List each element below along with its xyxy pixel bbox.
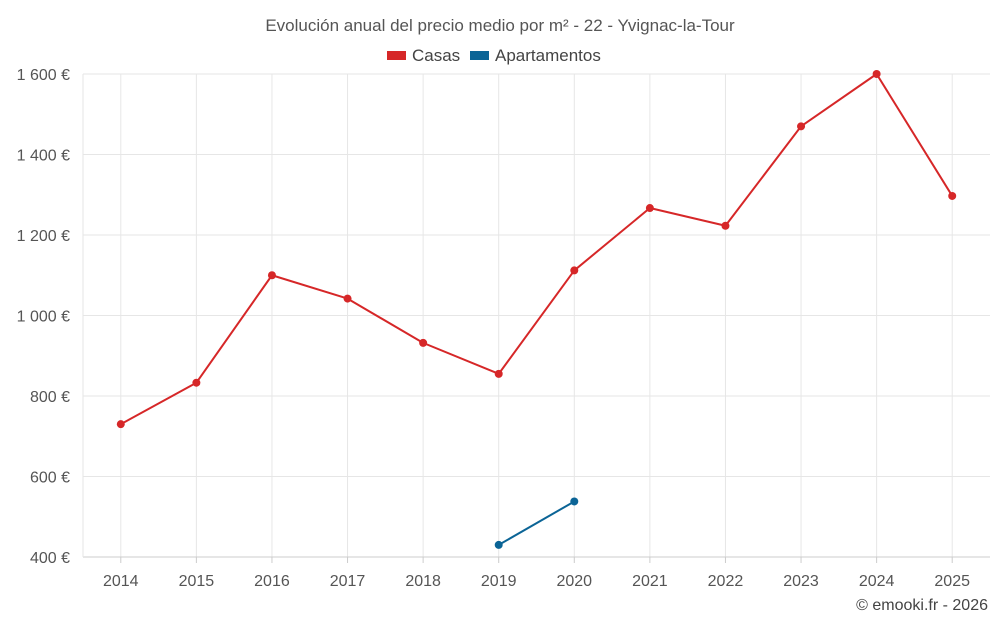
y-tick-label: 800 € bbox=[30, 389, 70, 406]
legend: Casas Apartamentos bbox=[387, 46, 601, 65]
axes: 400 € 600 € 800 € 1 000 € 1 200 € 1 400 € 1 60… bbox=[17, 67, 990, 590]
data-point-casas bbox=[570, 266, 579, 275]
data-point-casas bbox=[721, 221, 730, 230]
x-tick-label: 2021 bbox=[632, 573, 668, 590]
x-tick-label: 2020 bbox=[556, 573, 592, 590]
x-tick-label: 2024 bbox=[859, 573, 895, 590]
legend-label-apartamentos: Apartamentos bbox=[495, 46, 601, 65]
legend-swatch-apartamentos bbox=[470, 51, 489, 60]
credit-text: © emooki.fr - 2026 bbox=[856, 597, 988, 614]
x-tick-label: 2022 bbox=[708, 573, 744, 590]
y-tick-label: 1 200 € bbox=[17, 228, 70, 245]
legend-item-casas: Casas bbox=[387, 46, 460, 65]
chart-title: Evolución anual del precio medio por m² … bbox=[265, 16, 735, 35]
x-tick-label: 2016 bbox=[254, 573, 290, 590]
x-tick-label: 2015 bbox=[179, 573, 215, 590]
series-line-casas bbox=[120, 73, 954, 426]
y-tick-label: 1 600 € bbox=[17, 67, 70, 84]
data-point-apartamentos bbox=[494, 540, 503, 549]
x-tick-label: 2023 bbox=[783, 573, 819, 590]
legend-swatch-casas bbox=[387, 51, 406, 60]
x-tick-label: 2025 bbox=[934, 573, 970, 590]
series-line-apartamentos bbox=[498, 500, 575, 546]
grid bbox=[83, 73, 990, 557]
y-tick-label: 600 € bbox=[30, 470, 70, 487]
y-tick-label: 1 400 € bbox=[17, 148, 70, 165]
data-point-casas bbox=[948, 191, 957, 200]
y-tick-label: 1 000 € bbox=[17, 309, 70, 326]
x-tick-label: 2017 bbox=[330, 573, 366, 590]
data-point-casas bbox=[797, 122, 806, 131]
data-point-casas bbox=[267, 271, 276, 280]
x-tick-label: 2019 bbox=[481, 573, 517, 590]
data-point-casas bbox=[872, 70, 881, 78]
y-tick-label: 400 € bbox=[30, 550, 70, 567]
legend-item-apartamentos: Apartamentos bbox=[470, 46, 601, 65]
series-layer bbox=[116, 70, 957, 549]
data-point-apartamentos bbox=[570, 497, 579, 506]
data-point-casas bbox=[419, 338, 428, 347]
data-point-casas bbox=[116, 420, 125, 429]
data-point-casas bbox=[494, 369, 503, 378]
x-tick-label: 2014 bbox=[103, 573, 139, 590]
data-point-casas bbox=[645, 204, 654, 213]
data-point-casas bbox=[343, 294, 352, 303]
x-tick-label: 2018 bbox=[405, 573, 441, 590]
data-point-casas bbox=[192, 378, 201, 387]
legend-label-casas: Casas bbox=[412, 46, 460, 65]
